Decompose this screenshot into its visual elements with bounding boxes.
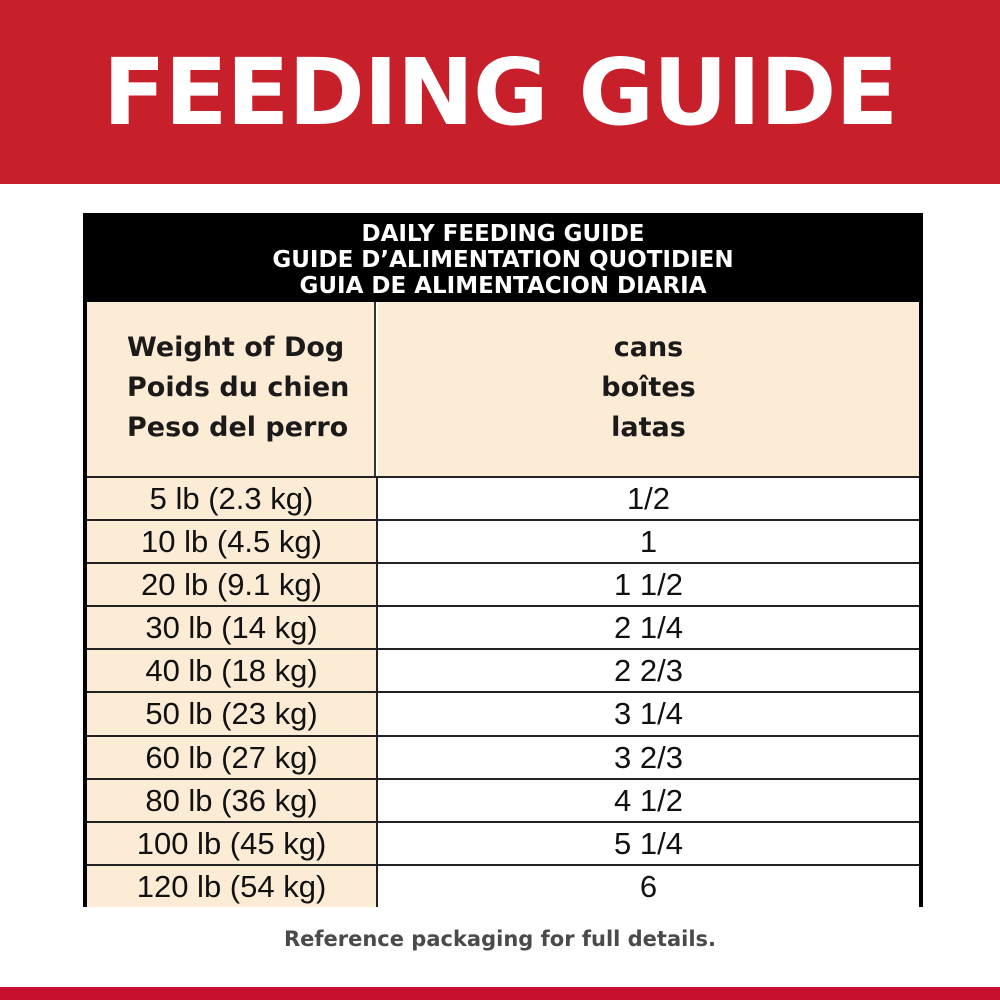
table-row: 30 lb (14 kg) 2 1/4 bbox=[87, 605, 919, 649]
table-body: 5 lb (2.3 kg) 1/2 10 lb (4.5 kg) 1 20 lb (9.… bbox=[87, 476, 919, 907]
cans-header-fr: boîtes bbox=[601, 372, 696, 403]
weight-header-es: Peso del perro bbox=[127, 412, 349, 443]
title-banner: FEEDING GUIDE bbox=[0, 0, 1000, 184]
cans-cell: 5 1/4 bbox=[378, 822, 919, 864]
table-row: 60 lb (27 kg) 3 2/3 bbox=[87, 734, 919, 778]
cans-column-header: cans boîtes latas bbox=[378, 302, 919, 476]
footer-note: Reference packaging for full details. bbox=[283, 927, 717, 951]
cans-cell: 1 1/2 bbox=[378, 564, 919, 606]
weight-cell: 30 lb (14 kg) bbox=[87, 607, 378, 649]
cans-cell: 6 bbox=[378, 865, 919, 907]
cans-header-en: cans bbox=[613, 332, 684, 363]
table-row: 50 lb (23 kg) 3 1/4 bbox=[87, 691, 919, 735]
weight-cell: 5 lb (2.3 kg) bbox=[87, 478, 378, 520]
table-row: 120 lb (54 kg) 6 bbox=[87, 863, 919, 907]
cans-cell: 3 2/3 bbox=[378, 736, 919, 778]
weight-cell: 120 lb (54 kg) bbox=[87, 865, 378, 907]
table-title-fr: GUIDE D’ALIMENTATION QUOTIDIEN bbox=[272, 247, 734, 273]
table-title: DAILY FEEDING GUIDE GUIDE D’ALIMENTATION… bbox=[87, 217, 919, 302]
page-title: FEEDING GUIDE bbox=[102, 39, 898, 146]
cans-cell: 1 bbox=[378, 521, 919, 563]
weight-column-header: Weight of Dog Poids du chien Peso del pe… bbox=[87, 302, 376, 476]
table-title-en: DAILY FEEDING GUIDE bbox=[361, 221, 645, 247]
weight-cell: 40 lb (18 kg) bbox=[87, 650, 378, 692]
weight-cell: 50 lb (23 kg) bbox=[87, 693, 378, 735]
weight-header-fr: Poids du chien bbox=[127, 372, 350, 403]
table-row: 40 lb (18 kg) 2 2/3 bbox=[87, 648, 919, 692]
feeding-table: DAILY FEEDING GUIDE GUIDE D’ALIMENTATION… bbox=[83, 213, 923, 907]
cans-cell: 2 2/3 bbox=[378, 650, 919, 692]
cans-cell: 3 1/4 bbox=[378, 693, 919, 735]
weight-cell: 60 lb (27 kg) bbox=[87, 736, 378, 778]
cans-cell: 2 1/4 bbox=[378, 607, 919, 649]
cans-cell: 1/2 bbox=[378, 478, 919, 520]
bottom-bar bbox=[0, 987, 1000, 1000]
cans-cell: 4 1/2 bbox=[378, 779, 919, 821]
table-row: 5 lb (2.3 kg) 1/2 bbox=[87, 476, 919, 520]
cans-header-es: latas bbox=[611, 412, 686, 443]
table-row: 100 lb (45 kg) 5 1/4 bbox=[87, 820, 919, 864]
weight-cell: 80 lb (36 kg) bbox=[87, 779, 378, 821]
table-row: 20 lb (9.1 kg) 1 1/2 bbox=[87, 562, 919, 606]
weight-header-en: Weight of Dog bbox=[127, 332, 345, 363]
table-row: 10 lb (4.5 kg) 1 bbox=[87, 519, 919, 563]
weight-cell: 100 lb (45 kg) bbox=[87, 822, 378, 864]
weight-cell: 20 lb (9.1 kg) bbox=[87, 564, 378, 606]
table-row: 80 lb (36 kg) 4 1/2 bbox=[87, 777, 919, 821]
table-title-es: GUIA DE ALIMENTACION DIARIA bbox=[299, 273, 707, 299]
weight-cell: 10 lb (4.5 kg) bbox=[87, 521, 378, 563]
